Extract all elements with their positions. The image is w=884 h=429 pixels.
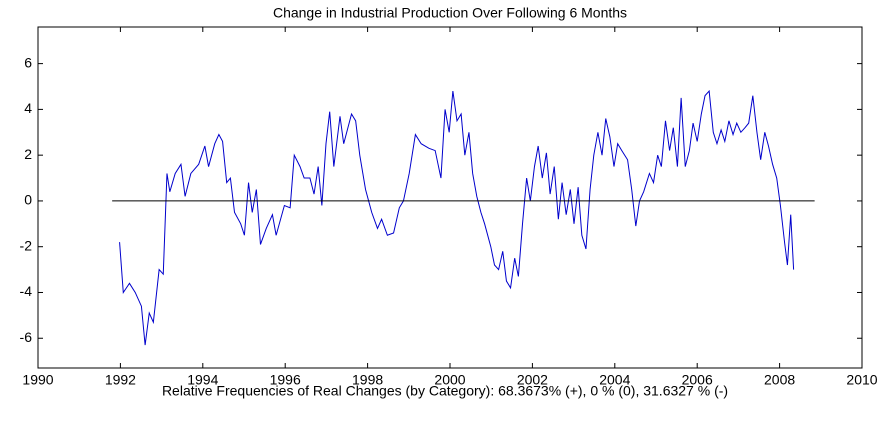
y-tick-label: -4 bbox=[20, 283, 33, 299]
x-tick-label: 1992 bbox=[105, 372, 136, 388]
x-tick-label: 1998 bbox=[352, 372, 383, 388]
x-tick-label: 1990 bbox=[22, 372, 53, 388]
data-line bbox=[119, 89, 795, 346]
x-tick-label: 2008 bbox=[764, 372, 795, 388]
x-tick-label: 2006 bbox=[682, 372, 713, 388]
x-axis-label: Relative Frequencies of Real Changes (by… bbox=[162, 383, 728, 399]
x-tick-label: 2004 bbox=[599, 372, 630, 388]
y-tick-label: 0 bbox=[24, 192, 32, 208]
y-tick-label: -6 bbox=[20, 329, 33, 345]
x-tick-label: 2010 bbox=[846, 372, 877, 388]
x-tick-label: 2000 bbox=[434, 372, 465, 388]
x-tick-label: 1996 bbox=[270, 372, 301, 388]
x-tick-label: 1994 bbox=[187, 372, 218, 388]
y-tick-label: -2 bbox=[20, 237, 33, 253]
chart-title: Change in Industrial Production Over Fol… bbox=[273, 5, 627, 21]
x-tick-label: 2002 bbox=[517, 372, 548, 388]
y-tick-label: 6 bbox=[24, 54, 32, 70]
y-tick-label: 4 bbox=[24, 100, 32, 116]
y-tick-label: 2 bbox=[24, 146, 32, 162]
